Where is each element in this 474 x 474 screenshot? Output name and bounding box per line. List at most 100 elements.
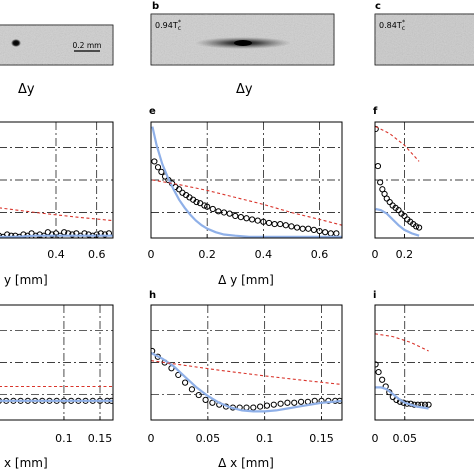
- data-point: [413, 223, 420, 230]
- data-point: [271, 220, 278, 228]
- x-tick-label: 0: [372, 432, 379, 445]
- theory-solid-line: [0, 234, 113, 238]
- data-point: [8, 232, 15, 238]
- image-b-temperature: 0.94Tc*: [155, 19, 181, 32]
- x-tick-label: 0.1: [55, 432, 73, 445]
- image-b-xlabel: Δy: [236, 82, 253, 97]
- x-tick-label: 0.05: [393, 432, 418, 445]
- x-tick-label: 0.6: [88, 248, 106, 261]
- series-group: [0, 385, 113, 404]
- data-point: [375, 361, 379, 368]
- plot-frame: [374, 304, 474, 421]
- data-point: [202, 396, 209, 403]
- data-point: [193, 198, 200, 206]
- data-point: [293, 224, 301, 231]
- data-point: [333, 230, 340, 237]
- data-point: [277, 400, 284, 407]
- data-point: [282, 222, 289, 229]
- data-point: [305, 225, 312, 232]
- image-a-blob: [11, 39, 21, 47]
- data-point: [375, 162, 382, 170]
- plot-panel-g: 0.1 0.15 x [mm]: [0, 304, 114, 470]
- data-point: [284, 399, 291, 406]
- data-point: [270, 401, 277, 408]
- data-point: [209, 399, 216, 406]
- panel-label-e: e: [149, 106, 156, 117]
- plot-panel-d: 0.4 0.6 y [mm]: [0, 121, 114, 287]
- scalebar-label: 0.2 mm: [73, 41, 102, 50]
- panel-label-i: i: [373, 290, 376, 301]
- data-point: [322, 229, 329, 236]
- data-point: [85, 231, 92, 238]
- x-tick-label: 0.4: [255, 248, 273, 261]
- x-tick-label: 0.4: [47, 248, 65, 261]
- theory-dashed-line: [375, 126, 420, 162]
- data-point: [201, 202, 208, 209]
- data-point: [310, 226, 318, 233]
- data-point: [237, 214, 244, 221]
- x-tick-label: 0: [372, 248, 379, 261]
- data-point: [316, 227, 323, 235]
- data-point: [188, 386, 196, 393]
- series-group: [151, 126, 342, 238]
- x-tick-label: 0.6: [311, 248, 329, 261]
- data-point: [416, 224, 423, 231]
- data-point: [101, 231, 108, 238]
- theory-solid-line: [375, 386, 429, 410]
- data-point: [215, 208, 222, 215]
- data-point: [291, 399, 298, 406]
- data-point: [375, 368, 382, 376]
- plot-frame: [374, 121, 474, 239]
- x-axis-label: Δ y [mm]: [218, 273, 274, 287]
- series-group: [375, 125, 423, 237]
- plot-panel-e: 0 0.2 0.4 0.6 Δ y [mm] e: [148, 106, 343, 287]
- series-group: [375, 333, 432, 410]
- theory-dashed-line: [152, 179, 342, 226]
- theory-solid-line: [151, 351, 342, 413]
- data-point: [36, 231, 43, 238]
- x-tick-label: 0.05: [196, 432, 221, 445]
- data-point: [425, 401, 432, 408]
- data-point: [375, 125, 379, 133]
- image-panel-b: b 0.94Tc* Δy: [150, 1, 335, 97]
- data-point: [383, 195, 390, 202]
- theory-solid-line: [375, 207, 420, 237]
- data-point: [325, 397, 332, 404]
- data-point: [277, 220, 284, 228]
- x-tick-label: 0.15: [88, 432, 113, 445]
- data-point: [175, 186, 183, 193]
- data-point: [48, 231, 56, 238]
- data-point: [220, 209, 228, 216]
- data-point: [288, 223, 295, 230]
- x-tick-label: 0.15: [309, 432, 334, 445]
- x-tick-label: 0.2: [396, 248, 414, 261]
- data-point: [158, 168, 165, 175]
- image-b-blob-core: [234, 40, 252, 46]
- panel-label-b: b: [152, 1, 159, 12]
- data-point: [243, 215, 250, 222]
- data-point: [151, 158, 158, 165]
- data-point: [265, 219, 273, 227]
- data-point: [69, 231, 76, 238]
- theory-dashed-line: [0, 207, 113, 222]
- theory-dashed-line: [151, 360, 342, 386]
- data-point: [379, 376, 386, 383]
- theory-dashed-line: [375, 333, 429, 352]
- plot-frame: [150, 304, 343, 421]
- data-point: [250, 404, 257, 411]
- data-point: [249, 216, 256, 223]
- data-point: [260, 218, 267, 225]
- data-point: [182, 379, 189, 386]
- image-panel-a: 0.2 mm Δy: [0, 24, 114, 97]
- data-point: [154, 164, 162, 171]
- image-c-temperature: 0.84Tc*: [379, 19, 405, 32]
- image-c-noise: [375, 14, 474, 65]
- image-panel-c: c 0.84Tc*: [374, 1, 474, 66]
- plot-panel-f: 0 0.2 f: [372, 106, 474, 261]
- data-point: [386, 198, 393, 206]
- x-tick-label: 0.1: [256, 432, 274, 445]
- data-point: [0, 232, 3, 238]
- data-point: [377, 179, 384, 186]
- data-point: [195, 391, 202, 399]
